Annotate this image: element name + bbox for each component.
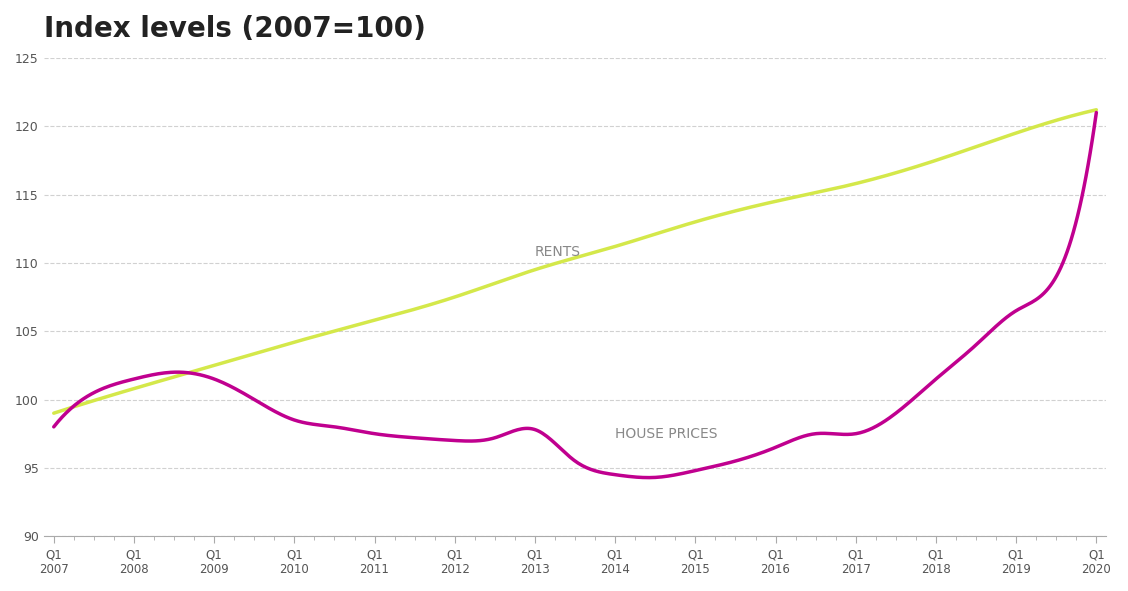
Text: Index levels (2007=100): Index levels (2007=100) xyxy=(44,15,425,43)
Text: RENTS: RENTS xyxy=(535,245,581,259)
Text: HOUSE PRICES: HOUSE PRICES xyxy=(615,427,717,441)
